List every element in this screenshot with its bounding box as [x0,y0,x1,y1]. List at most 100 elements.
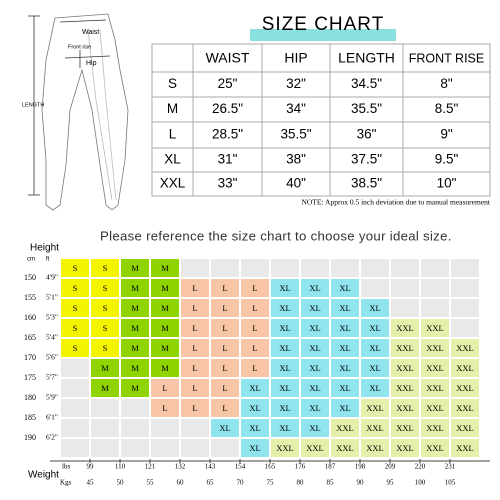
weight-lbs: 143 [205,463,216,471]
unit-lbs: lbs [62,463,70,471]
size-cell-label: S [103,283,108,293]
size-cell [60,278,90,298]
size-cell [390,418,420,438]
table-cell: 9" [440,127,453,142]
height-ft: 6'2" [46,433,58,442]
size-cell [120,358,150,378]
length-label: LENGTH [22,102,44,108]
size-cell [180,358,210,378]
weight-lbs: 121 [145,463,156,471]
size-cell [270,378,300,398]
size-cell [150,298,180,318]
size-cell [420,438,450,458]
size-cell [90,338,120,358]
size-cell [330,258,360,278]
size-cell-label: M [131,323,139,333]
size-cell [360,398,390,418]
size-cell [210,398,240,418]
size-cell [210,358,240,378]
table-cell: 10" [437,176,457,191]
size-cell [390,298,420,318]
size-cell [270,338,300,358]
size-cell [150,318,180,338]
weight-kgs: 95 [387,479,395,487]
size-cell-label: XXL [306,443,323,453]
size-cell [450,398,480,418]
size-cell [450,358,480,378]
size-cell [150,338,180,358]
weight-kgs: 80 [297,479,305,487]
size-cell [240,378,270,398]
size-cell [150,358,180,378]
size-cell [330,378,360,398]
weight-lbs: 209 [385,463,396,471]
size-cell [210,318,240,338]
size-cell-label: XXL [396,403,413,413]
size-cell-label: S [103,303,108,313]
weight-lbs: 110 [115,463,126,471]
size-cell-label: M [131,343,139,353]
size-cell [450,378,480,398]
size-cell-label: L [252,363,257,373]
table-cell: 34.5" [351,76,382,91]
size-cell [450,258,480,278]
size-cell [420,338,450,358]
size-cell [60,258,90,278]
size-cell [210,298,240,318]
unit-cm: cm [27,257,35,263]
size-cell-label: M [131,263,139,273]
height-ft: 5'7" [46,373,58,382]
size-cell [300,318,330,338]
size-cell [390,358,420,378]
size-cell [120,338,150,358]
size-cell-label: XL [309,283,320,293]
height-ft: 5'4" [46,333,58,342]
height-ft: 6'1" [46,413,58,422]
weight-lbs: 231 [445,463,456,471]
size-cell-label: XL [309,323,320,333]
size-cell [300,258,330,278]
size-cell [390,338,420,358]
weight-lbs: 220 [415,463,426,471]
size-cell-label: XL [339,383,350,393]
size-cell [180,298,210,318]
size-cell [360,278,390,298]
size-cell-label: L [252,283,257,293]
unit-ft: ft [46,257,50,263]
size-cell-label: S [73,323,78,333]
size-cell [60,418,90,438]
height-ft: 5'1" [46,293,58,302]
table-cell: 38.5" [351,176,382,191]
size-cell-label: XL [339,343,350,353]
weight-kgs: 50 [117,479,125,487]
size-cell [360,438,390,458]
size-cell-label: L [192,343,197,353]
size-cell-label: L [222,303,227,313]
size-cell [180,278,210,298]
size-cell-label: XXL [456,343,473,353]
weight-lbs: 132 [175,463,186,471]
size-cell [240,338,270,358]
height-cm: 160 [24,313,36,322]
size-cell [420,298,450,318]
size-cell [210,418,240,438]
height-ft: 5'3" [46,313,58,322]
size-cell-label: XL [279,343,290,353]
height-cm: 180 [24,393,36,402]
table-cell: 38" [286,152,306,167]
table-cell: L [169,127,177,142]
size-cell [270,358,300,378]
size-cell [450,338,480,358]
size-cell [90,278,120,298]
size-cell [330,438,360,458]
size-cell-label: XL [339,303,350,313]
weight-lbs: 198 [355,463,366,471]
waist-label: Waist [82,29,99,36]
size-cell [390,378,420,398]
size-cell-label: XXL [426,403,443,413]
size-cell-label: XXL [426,323,443,333]
height-cm: 155 [24,293,36,302]
size-cell [420,378,450,398]
size-cell [240,438,270,458]
size-cell [150,418,180,438]
